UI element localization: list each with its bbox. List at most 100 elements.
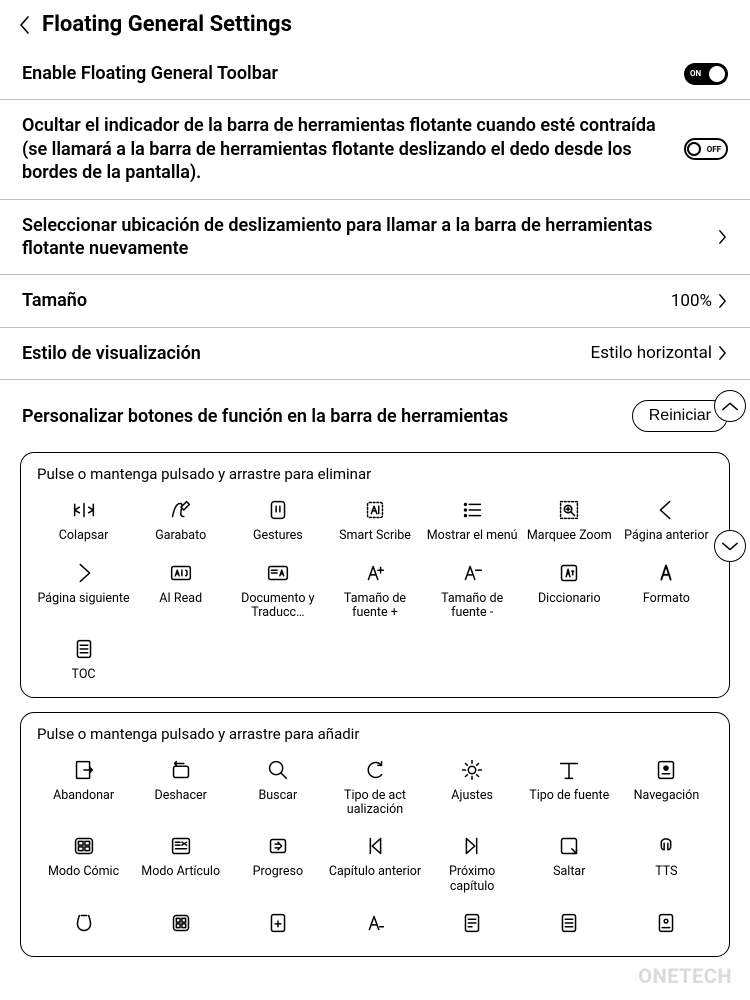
toolbar-item-format[interactable]: Formato xyxy=(620,554,713,625)
toolbar-item-next-page[interactable]: Página siguiente xyxy=(37,554,130,625)
icon-caption: Deshacer xyxy=(155,789,207,803)
display-style-value: Estilo horizontal xyxy=(591,343,712,363)
toolbar-item-comic-mode[interactable]: Modo Cómic xyxy=(37,827,130,898)
toolbar-item-tts[interactable]: TTS xyxy=(620,827,713,898)
toggle-on-label: ON xyxy=(690,69,701,78)
row-hide-indicator[interactable]: Ocultar el indicador de la barra de herr… xyxy=(0,100,750,199)
icon-caption: Abandonar xyxy=(53,789,114,803)
panel-remove: Pulse o mantenga pulsado y arrastre para… xyxy=(20,452,730,698)
back-icon[interactable] xyxy=(18,14,32,36)
toolbar-item-progress[interactable]: Progreso xyxy=(231,827,324,898)
icon-caption: TTS xyxy=(655,865,677,879)
toolbar-item-font-plus[interactable]: Tamaño de fuente + xyxy=(328,554,421,625)
icon-caption: TOC xyxy=(72,668,96,682)
toolbar-item-article-mode[interactable]: Modo Artículo xyxy=(134,827,227,898)
toolbar-item-search[interactable]: Buscar xyxy=(231,751,324,822)
icon-caption: Tamaño de fuente - xyxy=(426,592,519,621)
toolbar-item-ai-read[interactable]: AI Read xyxy=(134,554,227,625)
toolbar-item-doc-translate[interactable]: Documento y Traducc… xyxy=(231,554,324,625)
toolbar-item-font-minus[interactable]: Tamaño de fuente - xyxy=(426,554,519,625)
toolbar-item-x5[interactable] xyxy=(426,904,519,946)
row-value xyxy=(718,228,728,246)
icon-caption: Tipo de fuente xyxy=(529,789,609,803)
toolbar-item-prev-page[interactable]: Página anterior xyxy=(620,491,713,547)
toolbar-item-x2[interactable] xyxy=(134,904,227,946)
toggle-hide-indicator[interactable]: OFF xyxy=(684,138,728,160)
page-title: Floating General Settings xyxy=(42,12,292,37)
x6-icon xyxy=(554,908,584,938)
gestures-icon xyxy=(263,495,293,525)
format-icon xyxy=(651,558,681,588)
toolbar-item-skip[interactable]: Saltar xyxy=(523,827,616,898)
toolbar-item-undo[interactable]: Deshacer xyxy=(134,751,227,822)
toolbar-item-settings[interactable]: Ajustes xyxy=(426,751,519,822)
size-value: 100% xyxy=(671,291,712,311)
icon-caption: Mostrar el menú xyxy=(427,529,518,543)
icon-caption: Tamaño de fuente + xyxy=(328,592,421,621)
toggle-knob xyxy=(687,142,701,156)
font-plus-icon xyxy=(360,558,390,588)
toolbar-item-smart-scribe[interactable]: Smart Scribe xyxy=(328,491,421,547)
row-enable-toolbar[interactable]: Enable Floating General Toolbar ON xyxy=(0,47,750,100)
toolbar-item-x4[interactable] xyxy=(328,904,421,946)
header: Floating General Settings xyxy=(0,0,750,47)
float-down-button[interactable] xyxy=(714,530,746,562)
toolbar-item-x7[interactable] xyxy=(620,904,713,946)
navigation-icon xyxy=(651,755,681,785)
toolbar-item-collapse[interactable]: Colapsar xyxy=(37,491,130,547)
toolbar-item-chapter-next[interactable]: Próximo capítulo xyxy=(426,827,519,898)
icon-caption: Colapsar xyxy=(59,529,109,543)
toolbar-item-marquee-zoom[interactable]: Marquee Zoom xyxy=(523,491,616,547)
ai-read-icon xyxy=(166,558,196,588)
float-up-button[interactable] xyxy=(714,390,746,422)
icon-caption: Documento y Traducc… xyxy=(231,592,324,621)
toggle-enable[interactable]: ON xyxy=(684,63,728,85)
toolbar-item-chapter-prev[interactable]: Capítulo anterior xyxy=(328,827,421,898)
toolbar-item-gestures[interactable]: Gestures xyxy=(231,491,324,547)
row-label: Estilo de visualización xyxy=(22,342,577,365)
toolbar-item-dictionary[interactable]: Diccionario xyxy=(523,554,616,625)
icon-caption: Próximo capítulo xyxy=(426,865,519,894)
icon-grid-remove: Colapsar GarabatoGestures Smart Scribe Most… xyxy=(37,491,713,687)
chapter-next-icon xyxy=(457,831,487,861)
icon-caption: Capítulo anterior xyxy=(329,865,421,879)
panel-add-hint: Pulse o mantenga pulsado y arrastre para… xyxy=(37,725,713,743)
search-icon xyxy=(263,755,293,785)
icon-caption: Progreso xyxy=(253,865,303,879)
icon-caption: Saltar xyxy=(553,865,585,879)
icon-caption: Formato xyxy=(643,592,690,606)
toolbar-item-x1[interactable] xyxy=(37,904,130,946)
show-menu-icon xyxy=(457,495,487,525)
icon-caption: Smart Scribe xyxy=(339,529,411,543)
toolbar-item-font-type[interactable]: Tipo de fuente xyxy=(523,751,616,822)
toolbar-item-abandon[interactable]: Abandonar xyxy=(37,751,130,822)
toggle-knob xyxy=(709,66,725,82)
toolbar-item-toc[interactable]: TOC xyxy=(37,630,130,686)
toolbar-item-x6[interactable] xyxy=(523,904,616,946)
undo-icon xyxy=(166,755,196,785)
settings-icon xyxy=(457,755,487,785)
smart-scribe-icon xyxy=(360,495,390,525)
toolbar-item-navigation[interactable]: Navegación xyxy=(620,751,713,822)
toolbar-item-show-menu[interactable]: Mostrar el menú xyxy=(426,491,519,547)
row-swipe-location[interactable]: Seleccionar ubicación de deslizamiento p… xyxy=(0,200,750,276)
toolbar-item-refresh-type[interactable]: Tipo de act ualización xyxy=(328,751,421,822)
chevron-right-icon xyxy=(718,292,728,310)
icon-caption: Modo Cómic xyxy=(48,865,119,879)
panel-remove-hint: Pulse o mantenga pulsado y arrastre para… xyxy=(37,465,713,483)
icon-caption: Página siguiente xyxy=(37,592,129,606)
collapse-icon xyxy=(69,495,99,525)
toolbar-item-x3[interactable] xyxy=(231,904,324,946)
customize-header: Personalizar botones de función en la ba… xyxy=(0,380,750,444)
prev-page-icon xyxy=(651,495,681,525)
progress-icon xyxy=(263,831,293,861)
row-size[interactable]: Tamaño 100% xyxy=(0,275,750,327)
icon-caption: Marquee Zoom xyxy=(527,529,612,543)
toolbar-item-scribble[interactable]: Garabato xyxy=(134,491,227,547)
icon-grid-add: Abandonar Deshacer BuscarTipo de act ualiz… xyxy=(37,751,713,947)
toggle-off-label: OFF xyxy=(707,145,721,154)
chapter-prev-icon xyxy=(360,831,390,861)
row-display-style[interactable]: Estilo de visualización Estilo horizonta… xyxy=(0,328,750,380)
article-mode-icon xyxy=(166,831,196,861)
watermark: ONETECH xyxy=(638,964,732,988)
